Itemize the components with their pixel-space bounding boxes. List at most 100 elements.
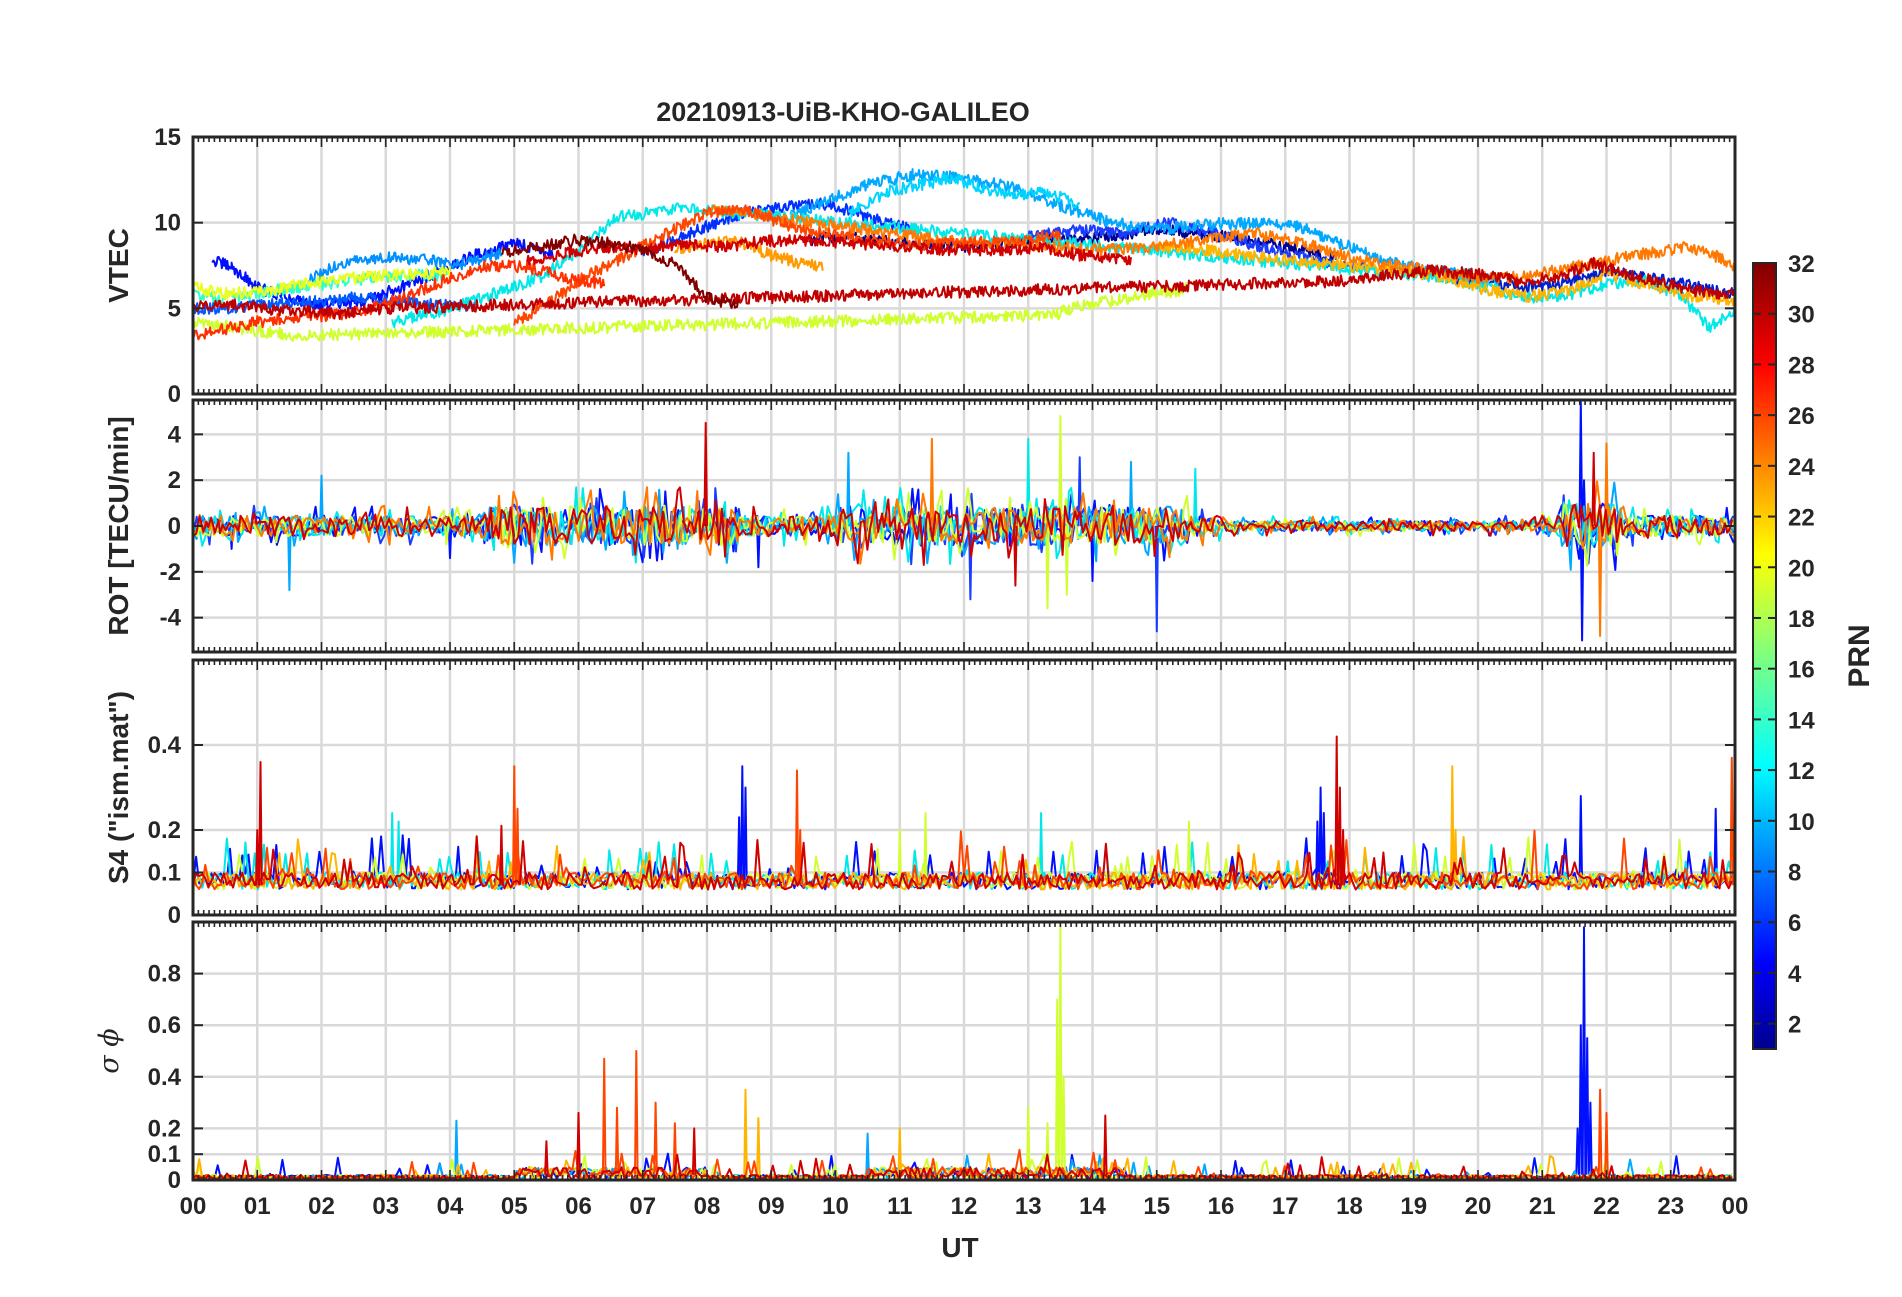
x-ticks (192, 400, 1736, 652)
series-line-prn-24 (706, 204, 1735, 285)
y-axis-label: ROT [TECU/min] (103, 416, 134, 635)
y-axis-label: S4 ("ism.mat") (103, 691, 134, 884)
x-tick-label: 20 (1465, 1193, 1492, 1220)
colorbar-tick-label: 4 (1788, 961, 1802, 988)
series-line-prn-32 (501, 233, 740, 309)
series-line-prn-26 (513, 204, 1062, 326)
y-tick-label: 5 (168, 295, 181, 322)
series-line-prn-26 (193, 756, 1735, 891)
panel-rot: -4 -2 0 2 4 ROT [TECU/min] (103, 398, 1737, 654)
x-tick-label: 14 (1079, 1193, 1106, 1220)
colorbar-tick-label: 10 (1788, 809, 1815, 836)
series-line-prn-30 (193, 1111, 1733, 1180)
x-tick-label: 23 (1657, 1193, 1684, 1220)
x-tick-label: 19 (1400, 1193, 1427, 1220)
series-line-prn-3 (642, 197, 913, 257)
y-tick-label: 0.4 (148, 732, 182, 759)
x-tick-label: 17 (1272, 1193, 1299, 1220)
y-tick-label: -2 (160, 559, 181, 586)
series-group (193, 735, 1735, 891)
x-ticks (192, 137, 1736, 394)
x-tick-label: 05 (501, 1193, 528, 1220)
panel-vtec: 0 5 10 15 VTEC (103, 124, 1737, 408)
colorbar-tick-label: 32 (1788, 251, 1815, 278)
series-group (193, 168, 1735, 343)
panel-sigma: 00.10.2 0.4 0.6 0.8 σ ϕ (94, 920, 1737, 1194)
x-tick-label: 09 (758, 1193, 785, 1220)
y-tick-label: 0.2 (148, 817, 181, 844)
series-line-prn-27 (193, 259, 606, 341)
series-group (193, 401, 1735, 642)
y-tick-label: 0.1 (148, 1141, 181, 1168)
series-line-prn-30 (193, 421, 1734, 587)
x-tick-label: 02 (308, 1193, 335, 1220)
x-tick-label: 03 (372, 1193, 399, 1220)
x-tick-label: 21 (1529, 1193, 1556, 1220)
series-line-prn-20 (193, 265, 451, 300)
x-axis-label: UT (941, 1232, 978, 1263)
colorbar-tick-label: 6 (1788, 910, 1801, 937)
series-group (193, 923, 1733, 1180)
colorbar-label: PRN (1843, 624, 1876, 687)
colorbar-tick-label: 8 (1788, 860, 1801, 887)
x-tick-label: 18 (1336, 1193, 1363, 1220)
x-tick-label: 00 (180, 1193, 207, 1220)
x-tick-label: 01 (244, 1193, 271, 1220)
colorbar-tick-label: 30 (1788, 302, 1815, 329)
colorbar-tick-label: 16 (1788, 657, 1815, 684)
y-tick-label: 0 (168, 902, 181, 929)
colorbar-tick-label: 14 (1788, 707, 1815, 734)
y-tick-label: 0.8 (148, 961, 181, 988)
series-line-prn-10 (789, 168, 1499, 284)
colorbar-tick-label: 2 (1788, 1012, 1801, 1039)
y-tick-label: 0.1 (148, 860, 181, 887)
colorbar-tick-label: 20 (1788, 555, 1815, 582)
series-line-prn-24 (193, 437, 1735, 637)
colorbar-tick-label: 28 (1788, 352, 1815, 379)
x-tick-label: 00 (1722, 1193, 1749, 1220)
y-tick-label: 10 (154, 210, 181, 237)
y-tick-label: 2 (168, 467, 181, 494)
y-tick-label: -4 (160, 605, 182, 632)
x-tick-label: 08 (694, 1193, 721, 1220)
x-ticks (192, 660, 1736, 915)
y-tick-label: 0.2 (148, 1115, 181, 1142)
grid (193, 922, 1735, 1180)
colorbar-tick-label: 24 (1788, 454, 1815, 481)
colorbar-tick-label: 26 (1788, 403, 1815, 430)
x-tick-label: 12 (951, 1193, 978, 1220)
series-line-prn-26 (193, 1050, 1733, 1180)
colorbar-tick-label: 12 (1788, 758, 1815, 785)
x-tick-label: 13 (1015, 1193, 1042, 1220)
y-tick-label: 0.4 (148, 1064, 182, 1091)
series-line-prn-22 (1155, 240, 1735, 307)
x-tick-labels: 00 01 02 03 04 05 06 07 08 09 10 11 12 13 14 15 16 17 18 19… (180, 1193, 1749, 1220)
figure-title: 20210913-UiB-KHO-GALILEO (656, 97, 1030, 127)
y-tick-label: 0 (168, 513, 181, 540)
y-tick-label: 4 (168, 421, 182, 448)
series-line-prn-31 (193, 256, 1735, 320)
y-tick-label: 0.6 (148, 1012, 181, 1039)
colorbar-tick-label: 22 (1788, 505, 1815, 532)
panel-s4: 0 0.1 0.2 0.4 S4 ("ism.mat") (103, 658, 1737, 929)
series-line-prn-19 (193, 282, 1190, 343)
y-axis-label: σ ϕ (94, 1028, 125, 1073)
x-tick-label: 10 (822, 1193, 849, 1220)
x-tick-label: 06 (565, 1193, 592, 1220)
x-tick-label: 15 (1143, 1193, 1170, 1220)
y-axis-label: VTEC (103, 228, 134, 303)
x-tick-label: 07 (629, 1193, 656, 1220)
y-tick-label: 15 (154, 124, 181, 151)
series-line-prn-8 (307, 248, 503, 285)
x-tick-label: 22 (1593, 1193, 1620, 1220)
x-tick-label: 04 (437, 1193, 464, 1220)
x-ticks (192, 922, 1736, 1180)
series-line-prn-30 (193, 735, 1733, 891)
colorbar-gradient (1752, 262, 1777, 1050)
series-line-prn-12 (847, 172, 1081, 218)
x-tick-label: 11 (887, 1193, 912, 1220)
colorbar-tick-label: 18 (1788, 606, 1815, 633)
y-tick-label: 0 (168, 381, 181, 408)
